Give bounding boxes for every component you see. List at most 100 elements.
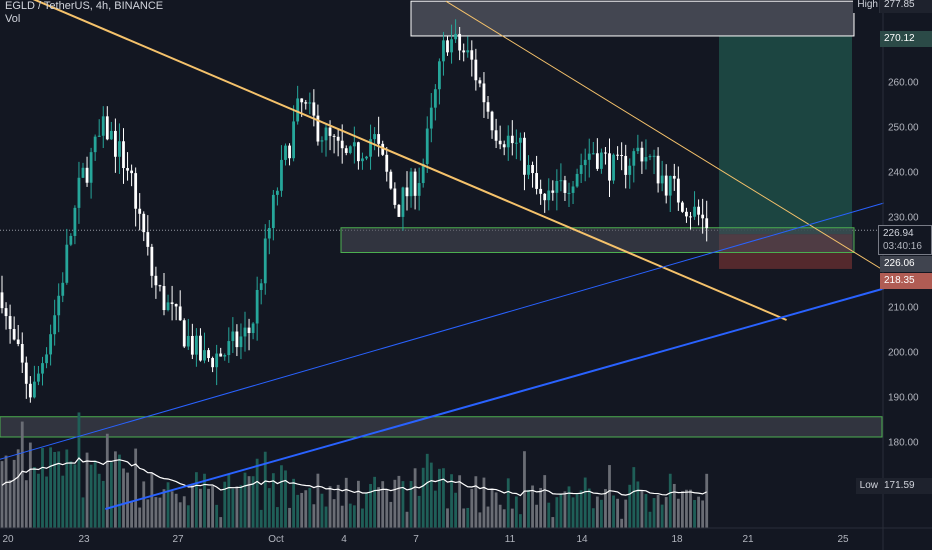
candle-body <box>239 336 243 348</box>
candle-body <box>644 157 648 162</box>
candle-body <box>681 202 684 212</box>
volume-bar <box>535 504 538 528</box>
candle-body <box>466 50 470 53</box>
volume-bar <box>114 451 117 528</box>
high-label: High <box>853 0 882 13</box>
candle-body <box>85 167 89 183</box>
volume-bar <box>215 504 219 528</box>
volume-bar <box>255 458 259 528</box>
candle-body <box>134 173 138 209</box>
volume-bar <box>482 477 486 528</box>
candle-body <box>267 227 271 239</box>
volume-bar <box>381 481 385 528</box>
volume-bar <box>616 498 619 528</box>
candle-body <box>138 208 142 214</box>
volume-bar <box>134 448 138 528</box>
volume-bar <box>300 492 304 528</box>
volume-bar <box>288 507 291 528</box>
candle-body <box>101 116 105 136</box>
volume-bar <box>705 473 709 528</box>
volume-bar <box>385 489 389 528</box>
volume-bar <box>186 505 190 528</box>
volume-bar <box>332 499 336 528</box>
trendlines[interactable] <box>0 0 885 510</box>
candle-body <box>612 154 615 181</box>
volume-bar <box>182 496 186 528</box>
candle-body <box>405 187 409 197</box>
candle-body <box>28 383 32 398</box>
candle-body <box>547 190 551 201</box>
volume-bar <box>158 497 162 528</box>
orange-trendline[interactable] <box>0 0 787 321</box>
candles <box>0 19 709 403</box>
time-tick-label: 7 <box>413 534 419 545</box>
volume-bar <box>166 482 170 528</box>
volume-bar <box>93 460 97 528</box>
candle-body <box>178 306 182 321</box>
candle-body <box>203 350 206 361</box>
orange-trendline[interactable] <box>445 0 885 271</box>
volume-bar <box>320 493 324 528</box>
volume-bar <box>61 475 65 528</box>
candle-body <box>498 140 502 145</box>
time-tick-label: 20 <box>2 534 14 545</box>
volume-bar <box>389 501 393 528</box>
volume-bar <box>259 509 263 528</box>
candle-body <box>474 59 478 81</box>
volume-bar <box>126 472 129 528</box>
volume-bar <box>365 493 368 528</box>
blue-trendline[interactable] <box>105 287 885 510</box>
volume-bar <box>543 475 547 528</box>
volume-bar <box>397 475 401 528</box>
volume-label[interactable]: Vol <box>5 13 21 25</box>
candle-body <box>336 136 340 141</box>
candle-body <box>373 134 376 140</box>
candle-body <box>664 175 668 196</box>
volume-bar <box>0 461 4 528</box>
candle-body <box>551 190 555 193</box>
time-tick-label: 25 <box>837 534 849 545</box>
volume-bar <box>409 481 413 528</box>
candle-body <box>555 180 559 193</box>
volume-bar <box>101 480 105 528</box>
candle-body <box>12 329 16 340</box>
volume-bar <box>470 488 474 528</box>
candle-body <box>600 152 603 169</box>
candle-body <box>510 135 514 144</box>
candle-body <box>616 154 619 156</box>
volume-bar <box>162 489 166 528</box>
candle-body <box>531 164 534 174</box>
time-tick-label: 23 <box>78 534 90 545</box>
candle-body <box>288 145 291 159</box>
symbol-title[interactable]: EGLD / TetherUS, 4h, BINANCE <box>5 0 164 12</box>
candle-body <box>539 188 543 194</box>
price-tick-label: 210.00 <box>888 303 919 314</box>
candle-body <box>506 135 510 148</box>
blue-trendline[interactable] <box>0 202 885 464</box>
candle-body <box>575 173 579 187</box>
volume-bar <box>401 481 405 528</box>
volume-bar <box>551 517 555 528</box>
volume-bar <box>652 498 656 528</box>
candle-body <box>365 156 368 159</box>
candle-body <box>701 214 705 219</box>
volume-bar <box>227 473 231 528</box>
candle-body <box>312 102 316 116</box>
candle-body <box>579 165 583 174</box>
volume-bar <box>195 472 198 528</box>
entry-badge: 226.06 <box>880 256 932 272</box>
volume-bar <box>211 486 214 528</box>
volume-bar <box>547 502 551 528</box>
volume-bar <box>24 480 28 528</box>
candle-body <box>381 143 385 155</box>
volume-bar <box>292 478 295 528</box>
volume-bar <box>417 495 421 528</box>
volume-bar <box>466 507 470 528</box>
candle-body <box>16 339 20 344</box>
volume-bar <box>527 489 530 528</box>
volume-bar <box>199 488 202 528</box>
volume-bar <box>539 487 543 528</box>
volume-bar <box>219 517 223 528</box>
